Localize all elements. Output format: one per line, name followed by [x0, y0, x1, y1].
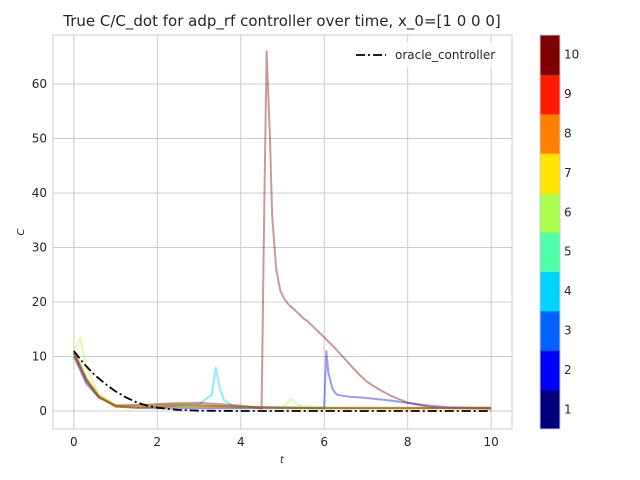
colorbar-tick-label: 8	[564, 127, 572, 141]
grid	[53, 35, 512, 429]
colorbar-segment	[540, 389, 560, 430]
x-tick-label: 4	[237, 435, 245, 449]
series-layer	[72, 50, 492, 412]
y-axis-label: C	[16, 228, 27, 235]
y-tick-label: 0	[39, 404, 47, 418]
x-axis-label: t	[280, 455, 285, 466]
colorbar-segment	[540, 153, 560, 194]
series-line	[72, 351, 492, 410]
x-tick-label: 2	[153, 435, 161, 449]
colorbar-tick-label: 9	[564, 87, 572, 101]
y-tick-label: 50	[32, 132, 47, 146]
y-tick-label: 30	[32, 241, 47, 255]
legend: oracle_controller	[346, 42, 506, 68]
colorbar-segment	[540, 35, 560, 75]
y-tick-label: 10	[32, 350, 47, 364]
series-line	[73, 336, 492, 409]
colorbar-segment	[540, 350, 560, 391]
series-line	[72, 50, 492, 410]
colorbar-segment	[540, 113, 560, 154]
x-tick-label: 0	[70, 435, 78, 449]
colorbar-segment	[540, 192, 560, 233]
plot-area	[53, 35, 512, 429]
colorbar-segment	[540, 232, 560, 272]
x-tick-label: 6	[320, 435, 328, 449]
y-tick-label: 60	[32, 77, 47, 91]
colorbar-tick-label: 5	[564, 245, 572, 259]
x-tick-label: 10	[483, 435, 498, 449]
colorbar-tick-label: 4	[564, 284, 572, 298]
colorbar-tick-label: 1	[564, 402, 572, 416]
series-line-oracle-controller	[73, 350, 492, 412]
colorbar-segment	[540, 271, 560, 312]
x-tick-label: 8	[404, 435, 412, 449]
colorbar-segment	[540, 74, 560, 115]
colorbar-tick-label: 10	[564, 48, 579, 62]
colorbar-tick-label: 6	[564, 205, 572, 219]
legend-box	[346, 42, 506, 68]
colorbar-tick-label: 2	[564, 363, 572, 377]
colorbar-tick-label: 3	[564, 324, 572, 338]
tick-labels: 0 2 4 6 8 10 0 10 20 30 40 50 60	[32, 77, 499, 449]
colorbar: 1 2 3 4 5 6 7 8 9 10	[539, 34, 579, 430]
colorbar-segment	[540, 310, 560, 351]
colorbar-tick-label: 7	[564, 166, 572, 180]
y-tick-label: 40	[32, 186, 47, 200]
colorbar-frame	[539, 34, 561, 430]
plot-frame	[52, 34, 513, 430]
chart-title: True C/C_dot for adp_rf controller over …	[62, 12, 500, 31]
y-tick-label: 20	[32, 295, 47, 309]
legend-label-oracle: oracle_controller	[395, 48, 495, 62]
